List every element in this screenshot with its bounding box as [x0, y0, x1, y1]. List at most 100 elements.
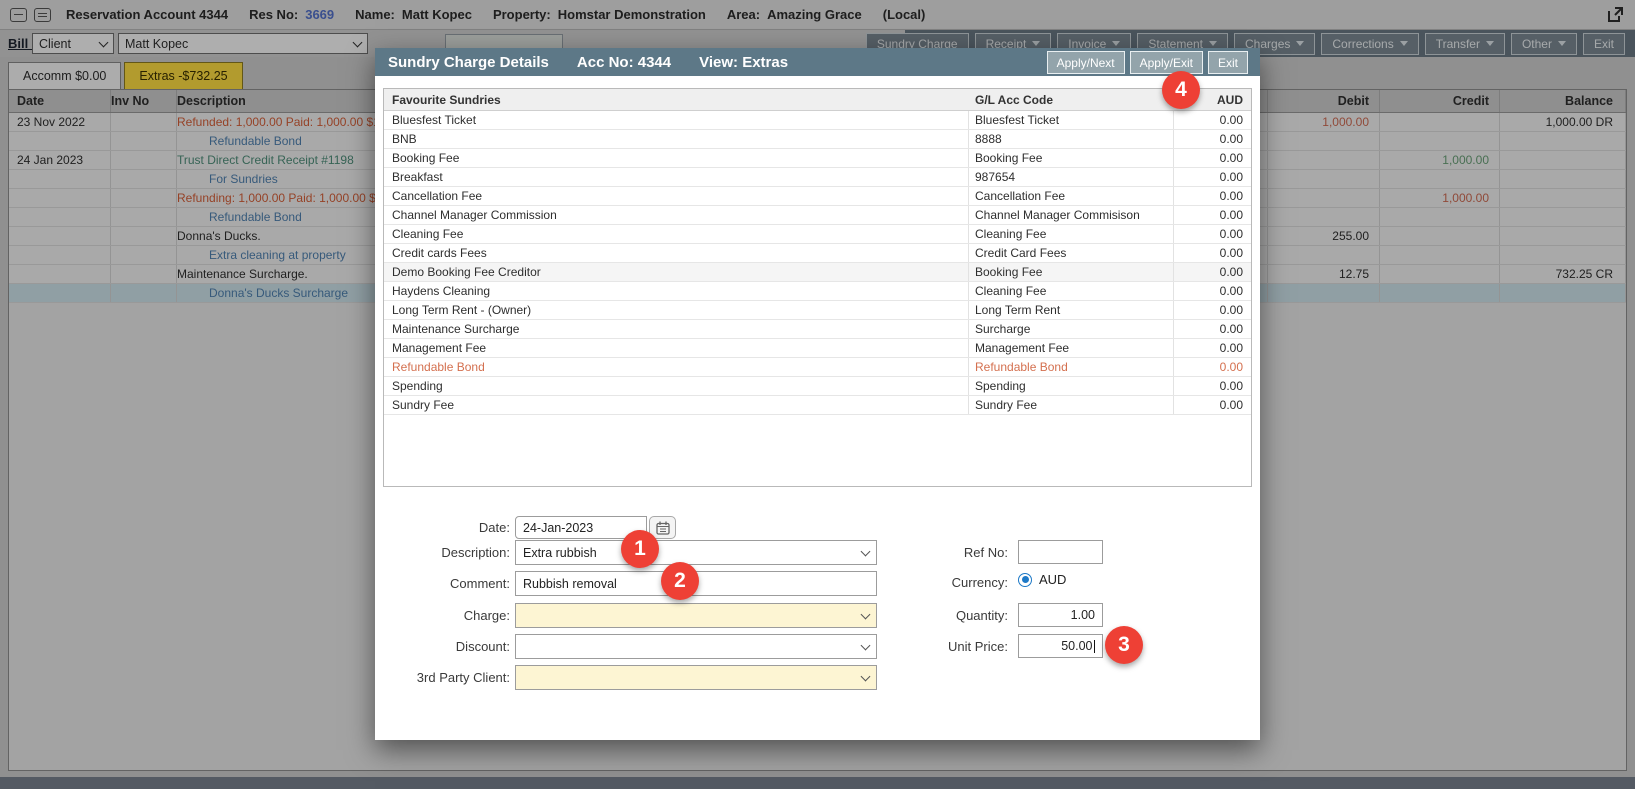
column-header-favourite-sundries[interactable]: Favourite Sundries	[392, 92, 501, 107]
account-toolbar: Sundry Charge Receipt Invoice Statement Char…	[865, 30, 1635, 57]
tab-extras[interactable]: Extras -$732.25	[124, 62, 243, 89]
quantity-input[interactable]: 1.00	[1018, 603, 1103, 627]
property-label: Property:	[492, 7, 551, 22]
unit-price-input[interactable]: 50.00	[1018, 634, 1103, 658]
menu-icon[interactable]	[34, 7, 51, 22]
discount-label: Discount:	[455, 639, 510, 654]
discount-select[interactable]	[515, 634, 877, 659]
calendar-icon	[655, 521, 670, 535]
title-bar: Reservation Account 4344 Res No: 3669 Na…	[0, 0, 1635, 30]
third-party-client-select[interactable]	[515, 665, 877, 690]
annotation-badge-2: 2	[661, 562, 699, 600]
page-title: Reservation Account 4344	[66, 7, 229, 22]
chevron-down-icon	[1399, 41, 1408, 46]
sundry-row[interactable]: Long Term Rent - (Owner) Long Term Rent 0.…	[384, 301, 1251, 320]
sundry-row[interactable]: Haydens Cleaning Cleaning Fee 0.00	[384, 282, 1251, 301]
bill-to-select[interactable]: Client	[32, 33, 114, 54]
currency-label: Currency:	[951, 575, 1008, 590]
sundry-row[interactable]: Breakfast 987654 0.00	[384, 168, 1251, 187]
account-value: Matt Kopec	[125, 36, 189, 51]
sundry-row[interactable]: Management Fee Management Fee 0.00	[384, 339, 1251, 358]
exit-button[interactable]: Exit	[1207, 51, 1248, 74]
unit-price-label: Unit Price:	[948, 639, 1008, 654]
apply-exit-button[interactable]: Apply/Exit	[1129, 51, 1203, 74]
column-header-date[interactable]: Date	[9, 90, 111, 112]
sundry-row[interactable]: Refundable Bond Refundable Bond 0.00	[384, 358, 1251, 377]
mode-indicator: (Local)	[882, 7, 926, 22]
toolbar-button-corrections[interactable]: Corrections	[1321, 32, 1419, 55]
collapse-icon[interactable]	[10, 7, 27, 22]
sundry-row[interactable]: Booking Fee Booking Fee 0.00	[384, 149, 1251, 168]
chevron-down-icon	[860, 609, 871, 619]
chevron-down-icon	[98, 37, 109, 47]
toolbar-button-transfer[interactable]: Transfer	[1424, 32, 1505, 55]
res-no-link[interactable]: 3669	[305, 7, 335, 22]
currency-option-label: AUD	[1039, 572, 1067, 587]
sundry-row[interactable]: Maintenance Surcharge Surcharge 0.00	[384, 320, 1251, 339]
sundry-row[interactable]: Cleaning Fee Cleaning Fee 0.00	[384, 225, 1251, 244]
text-cursor	[1093, 639, 1095, 653]
apply-next-button[interactable]: Apply/Next	[1046, 51, 1125, 74]
column-header-balance[interactable]: Balance	[1500, 90, 1626, 112]
annotation-badge-3: 3	[1105, 626, 1143, 664]
annotation-badge-1: 1	[621, 530, 659, 568]
description-value: Extra rubbish	[523, 545, 597, 560]
chevron-down-icon	[352, 37, 363, 47]
third-party-client-label: 3rd Party Client:	[416, 670, 510, 685]
charge-label: Charge:	[463, 608, 510, 623]
modal-buttons: Apply/Next Apply/Exit Exit	[1046, 51, 1248, 74]
sundry-row[interactable]: Credit cards Fees Credit Card Fees 0.00	[384, 244, 1251, 263]
toolbar-button-exit[interactable]: Exit	[1582, 32, 1625, 55]
column-header-invno[interactable]: Inv No	[111, 90, 177, 112]
date-label: Date:	[478, 520, 510, 535]
chevron-down-icon	[1032, 41, 1041, 46]
sundry-row[interactable]: BNB 8888 0.00	[384, 130, 1251, 149]
sundry-row[interactable]: Sundry Fee Sundry Fee 0.00	[384, 396, 1251, 415]
sundry-row[interactable]: Cancellation Fee Cancellation Fee 0.00	[384, 187, 1251, 206]
column-header-aud[interactable]: AUD	[1217, 92, 1243, 107]
area-name: Amazing Grace	[767, 7, 862, 22]
currency-aud-radio[interactable]	[1018, 572, 1032, 587]
name-label: Name:	[355, 7, 395, 22]
chevron-down-icon	[860, 546, 871, 556]
column-header-debit[interactable]: Debit	[1268, 90, 1380, 112]
chevron-down-icon	[1209, 41, 1218, 46]
guest-name: Matt Kopec	[401, 7, 472, 22]
unit-price-value: 50.00	[1061, 639, 1093, 653]
column-header-credit[interactable]: Credit	[1380, 90, 1500, 112]
chevron-down-icon	[860, 671, 871, 681]
view-value: Extras	[742, 53, 789, 71]
area-label: Area:	[726, 7, 761, 22]
res-no-label: Res No:	[249, 7, 299, 22]
account-select[interactable]: Matt Kopec	[118, 33, 368, 54]
tab-accomm[interactable]: Accomm $0.00	[8, 62, 122, 89]
ref-no-input[interactable]	[1018, 540, 1103, 564]
sundry-row[interactable]: Demo Booking Fee Creditor Booking Fee 0.00	[384, 263, 1251, 282]
date-field[interactable]: 24-Jan-2023	[515, 516, 647, 539]
calendar-button[interactable]	[649, 516, 676, 539]
comment-label: Comment:	[450, 576, 510, 591]
sundry-row[interactable]: Spending Spending 0.00	[384, 377, 1251, 396]
toolbar-button-other[interactable]: Other	[1510, 32, 1577, 55]
sundry-row[interactable]: Channel Manager Commission Channel Manage…	[384, 206, 1251, 225]
sundry-charge-modal: Sundry Charge Details Acc No: 4344 View:…	[375, 48, 1260, 740]
comment-value: Rubbish removal	[523, 576, 617, 591]
column-header-description[interactable]: Description	[177, 90, 1268, 112]
date-value: 24-Jan-2023	[523, 520, 594, 535]
sundry-row[interactable]: Bluesfest Ticket Bluesfest Ticket 0.00	[384, 111, 1251, 130]
column-header-gl-acc-code[interactable]: G/L Acc Code	[975, 92, 1054, 107]
charge-select[interactable]	[515, 603, 877, 628]
acc-no-value: 4344	[637, 53, 672, 71]
account-tabs: Accomm $0.00 Extras -$732.25	[8, 62, 243, 89]
bill-bar: Bill To: Client Matt Kopec Sundry Charge…	[0, 30, 1635, 57]
ref-no-label: Ref No:	[963, 545, 1008, 560]
view-label: View:	[699, 53, 739, 71]
window-bottom-edge	[0, 777, 1635, 789]
quantity-value: 1.00	[1070, 608, 1095, 622]
open-external-icon[interactable]	[1606, 5, 1625, 24]
description-select[interactable]: Extra rubbish	[515, 540, 877, 565]
modal-title: Sundry Charge Details	[388, 53, 549, 71]
chevron-down-icon	[1557, 41, 1566, 46]
bill-to-value: Client	[39, 36, 71, 51]
chevron-down-icon	[1485, 41, 1494, 46]
